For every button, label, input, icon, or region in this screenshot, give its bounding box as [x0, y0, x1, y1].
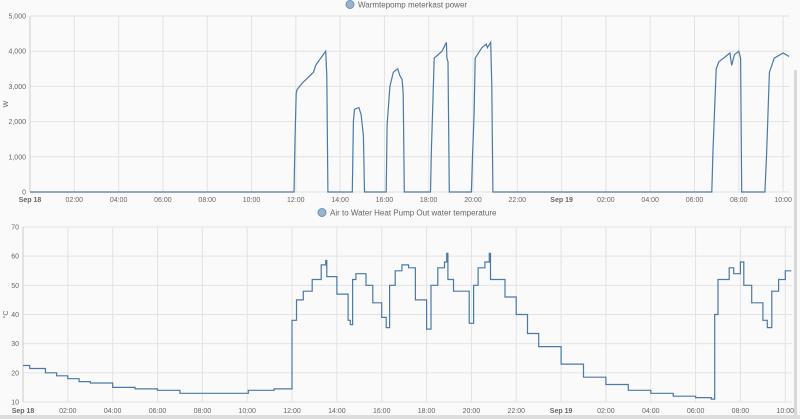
x-tick-label: 14:00 [331, 197, 349, 204]
x-tick-label: Sep 19 [550, 197, 573, 204]
x-tick-label: 06:00 [687, 408, 705, 415]
x-tick-label: 10:00 [777, 408, 795, 415]
x-tick-label: 16:00 [373, 408, 391, 415]
y-tick-label: 70 [11, 225, 19, 232]
x-tick-label: 10:00 [243, 197, 261, 204]
x-tick-label: 02:00 [597, 408, 615, 415]
x-tick-label: 02:00 [597, 197, 615, 204]
x-tick-label: 18:00 [420, 197, 438, 204]
x-tick-label: 02:00 [66, 197, 84, 204]
temperature-chart: 10 20 30 40 50 60 70 Sep 18 02:00 04:00 06:00 08:00… [2, 208, 795, 415]
y-tick-label: 4,000 [8, 49, 26, 56]
x-tick-label: 06:00 [149, 408, 167, 415]
y-tick-label: 50 [11, 283, 19, 290]
power-chart: 0 1,000 2,000 3,000 4,000 5,000 Sep 18 02:00 04:… [3, 0, 792, 204]
y-tick-label: 5,000 [8, 14, 26, 21]
legend-label: Warmtepomp meterkast power [358, 1, 467, 10]
x-tick-label: 10:00 [238, 408, 256, 415]
x-tick-label: 22:00 [507, 408, 525, 415]
x-tick-label: 04:00 [642, 408, 660, 415]
series-line [23, 252, 792, 400]
x-tick-label: 16:00 [376, 197, 394, 204]
x-tick-label: 08:00 [732, 408, 750, 415]
y-tick-label: 20 [11, 370, 19, 377]
x-tick-label: 20:00 [463, 408, 481, 415]
x-tick-label: 06:00 [154, 197, 172, 204]
y-axis-label: °C [2, 311, 10, 319]
y-tick-label: 60 [11, 254, 19, 261]
x-tick-label: 10:00 [774, 197, 792, 204]
x-tick-label: 08:00 [194, 408, 212, 415]
y-tick-label: 3,000 [8, 84, 26, 91]
x-tick-label: 08:00 [198, 197, 216, 204]
x-tick-label: 12:00 [287, 197, 305, 204]
x-tick-label: 18:00 [418, 408, 436, 415]
x-tick-label: 08:00 [730, 197, 748, 204]
x-tick-label: 02:00 [59, 408, 77, 415]
legend-marker [345, 0, 355, 9]
y-tick-label: 40 [11, 312, 19, 319]
x-tick-label: 04:00 [641, 197, 659, 204]
horizontal-scrollbar[interactable] [0, 415, 800, 419]
series-line [30, 40, 790, 193]
x-tick-label: 04:00 [104, 408, 122, 415]
y-axis-label: W [3, 100, 10, 107]
x-tick-label: 20:00 [464, 197, 482, 204]
y-tick-label: 1,000 [8, 154, 26, 161]
scrollbar[interactable] [794, 70, 797, 415]
x-tick-label: 14:00 [328, 408, 346, 415]
legend-marker [317, 208, 327, 217]
y-tick-label: 2,000 [8, 119, 26, 126]
x-tick-label: Sep 18 [19, 197, 42, 204]
x-tick-label: 04:00 [110, 197, 128, 204]
x-tick-label: 22:00 [509, 197, 527, 204]
x-tick-label: Sep 18 [12, 408, 35, 415]
x-tick-label: 06:00 [686, 197, 704, 204]
y-tick-label: 10 [11, 400, 19, 407]
legend-label: Air to Water Heat Pump Out water tempera… [330, 209, 497, 218]
y-tick-label: 30 [11, 341, 19, 348]
x-tick-label: Sep 19 [550, 408, 573, 415]
x-tick-label: 12:00 [283, 408, 301, 415]
y-tick-label: 0 [22, 190, 26, 197]
